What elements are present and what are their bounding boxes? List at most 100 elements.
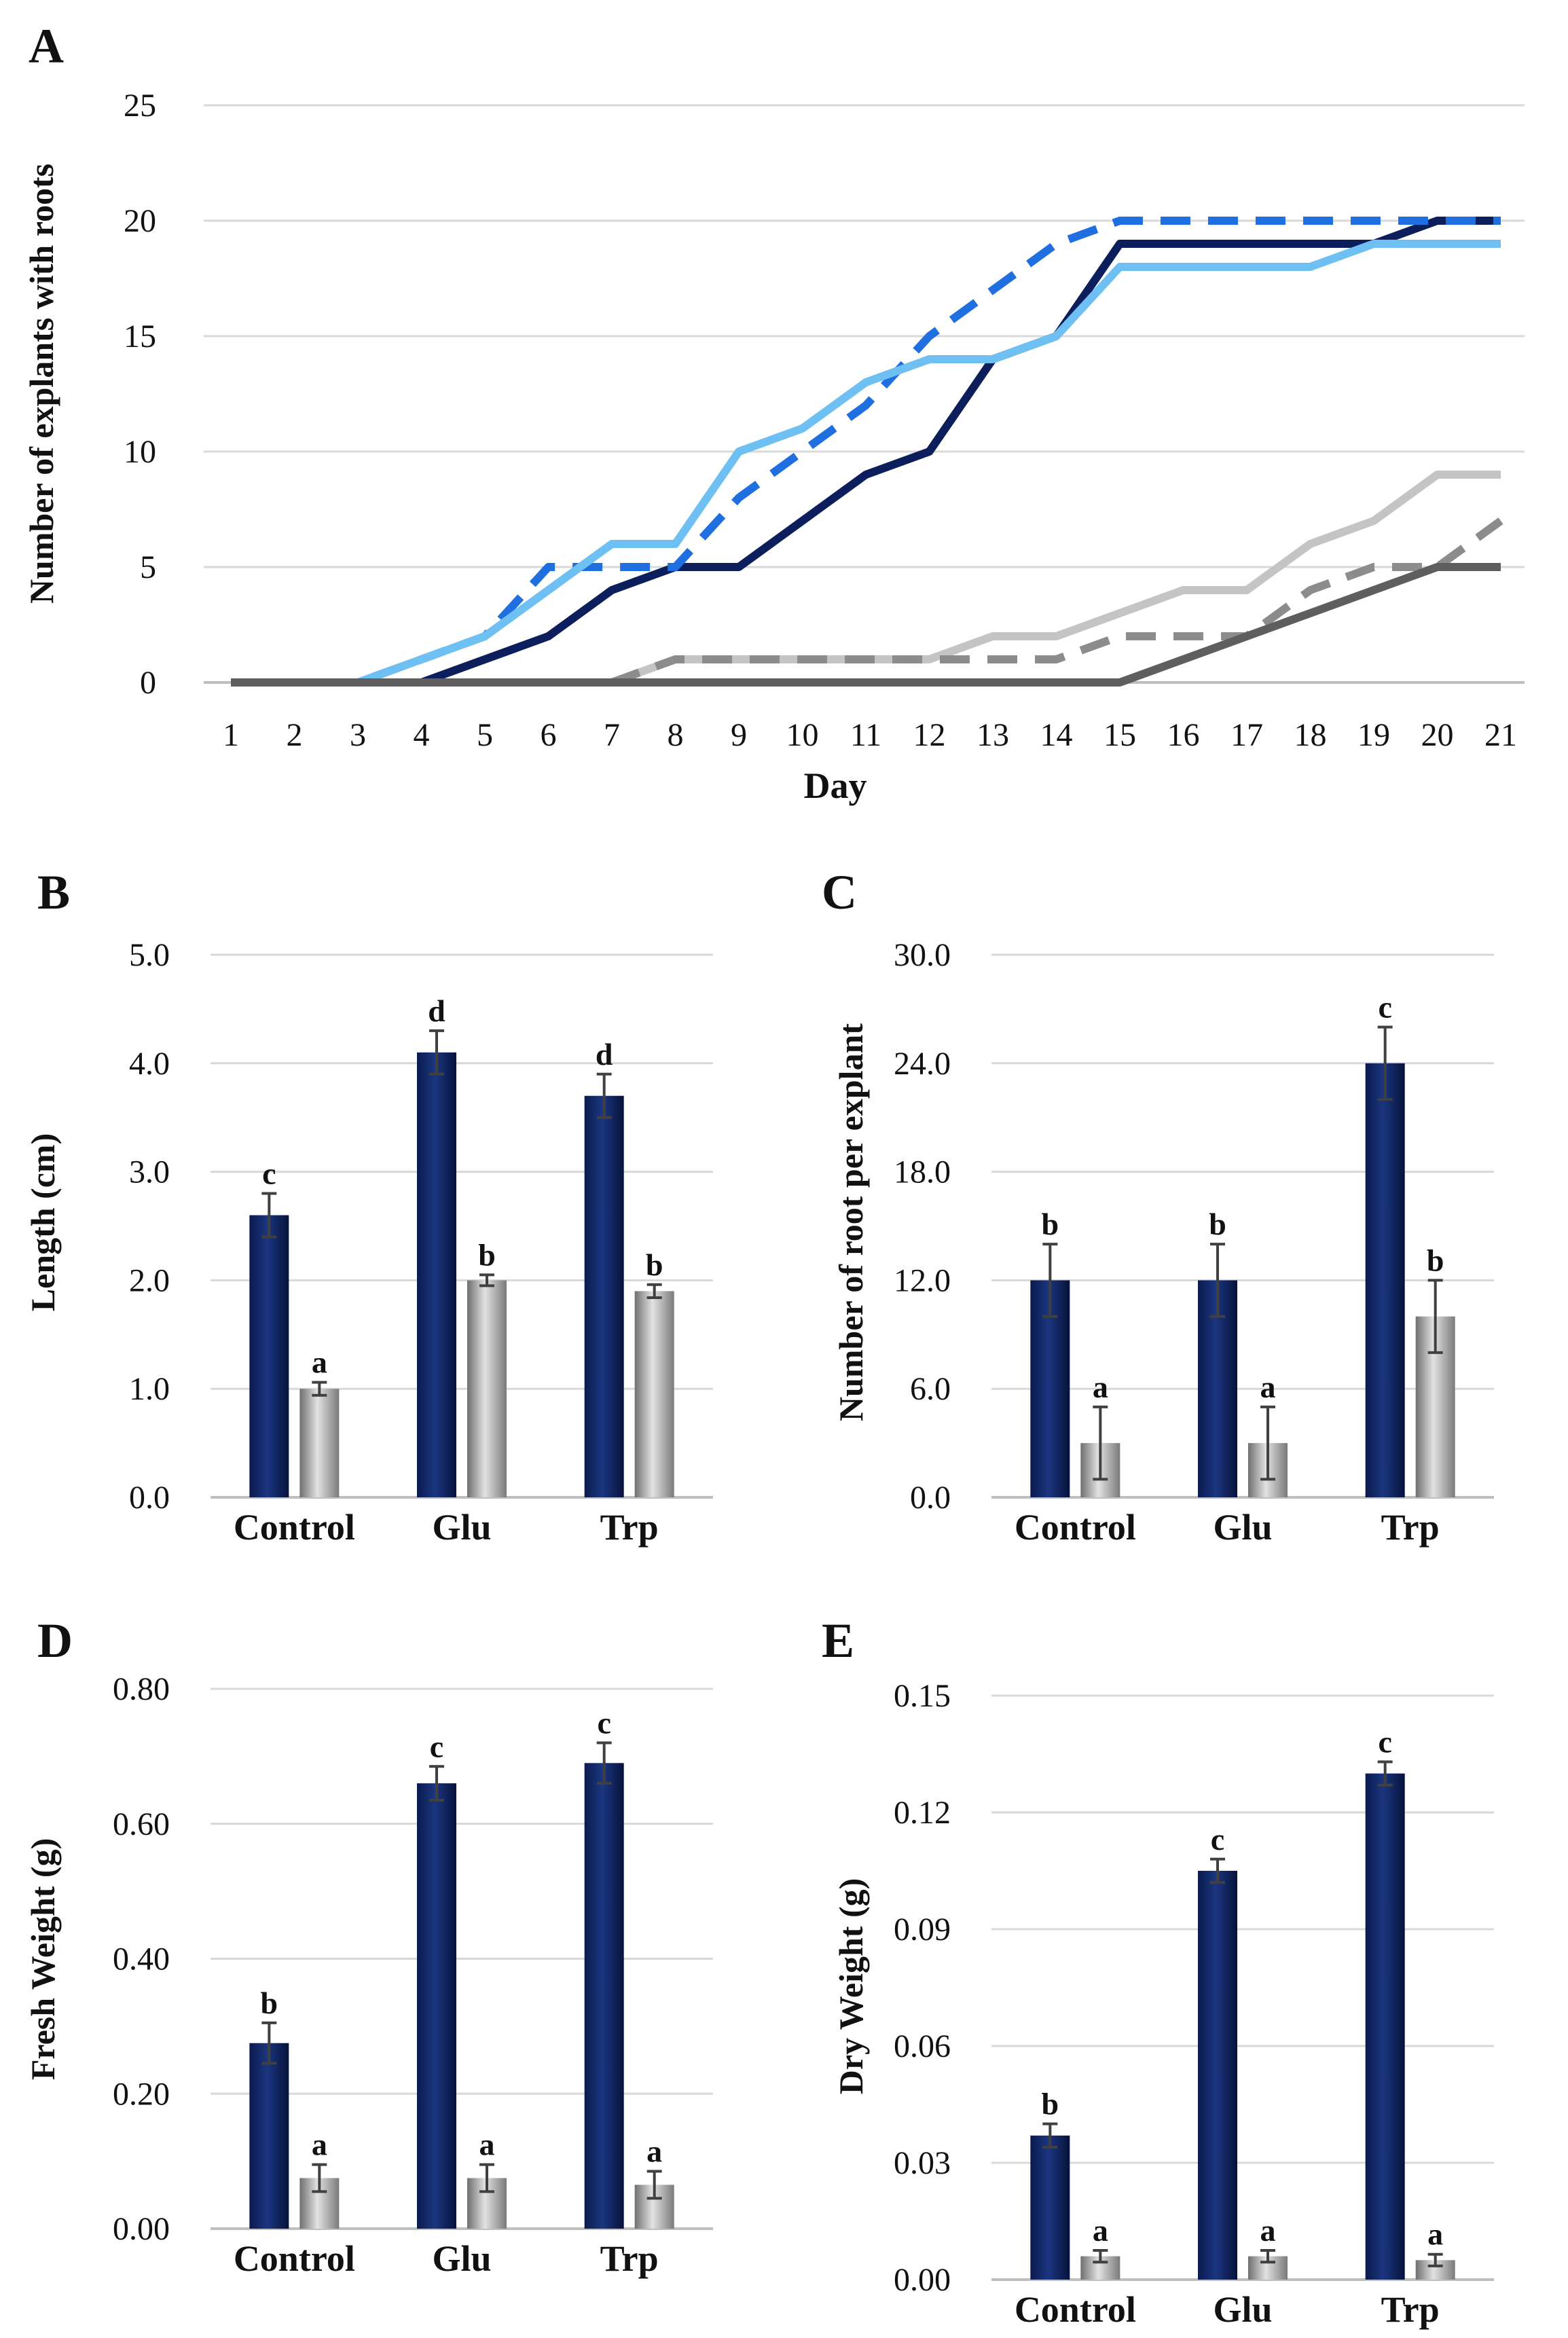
panel-a-x-tick-label: 4 [414, 717, 430, 753]
significance-letter: a [1093, 2213, 1108, 2248]
panel-letter-d: D [37, 1613, 73, 1668]
y-tick-label: 12.0 [894, 1262, 951, 1298]
panel-a-y-tick-label: 5 [140, 549, 156, 585]
category-label: Glu [432, 2238, 491, 2279]
panel-a-x-tick-label: 21 [1484, 717, 1517, 753]
panel-a-y-axis-label: Number of explants with roots [22, 164, 60, 604]
y-axis-label: Fresh Weight (g) [24, 1838, 62, 2080]
y-tick-label: 0.00 [113, 2211, 170, 2247]
bar-grey [299, 1389, 340, 1497]
y-axis-label: Number of root per explant [832, 1023, 870, 1421]
panel-letter-c: C [822, 865, 857, 919]
bar-dark [417, 1783, 456, 2229]
significance-letter: a [1260, 1370, 1276, 1404]
panel-a-y-tick-label: 10 [124, 434, 156, 470]
y-axis-label: Length (cm) [24, 1133, 62, 1311]
significance-letter: a [479, 2127, 495, 2162]
category-label: Glu [1213, 1507, 1272, 1548]
significance-letter: a [1427, 2217, 1443, 2252]
category-label: Trp [600, 2238, 659, 2279]
significance-letter: b [261, 1986, 278, 2020]
significance-letter: c [597, 1706, 610, 1740]
y-tick-label: 0.00 [894, 2262, 951, 2298]
significance-letter: c [1211, 1822, 1224, 1857]
panel-e-bar-chart: 0.00 0.03 0.06 0.09 0.12 0.15 Dry Weight (g) Co… [832, 1678, 1494, 2330]
category-label: Control [234, 2238, 355, 2279]
bar-dark [1030, 2135, 1070, 2280]
y-tick-label: 3.0 [129, 1154, 170, 1190]
panel-a-x-tick-label: 15 [1104, 717, 1136, 753]
panel-letter-b: B [37, 865, 70, 919]
panel-a-x-tick-label: 5 [477, 717, 493, 753]
panel-a-x-tick-label: 7 [604, 717, 620, 753]
y-tick-label: 0.0 [910, 1480, 951, 1516]
category-label: Glu [432, 1507, 491, 1548]
bar-dark [1365, 1063, 1405, 1497]
y-tick-label: 0.03 [894, 2145, 951, 2181]
y-tick-label: 2.0 [129, 1262, 170, 1298]
significance-letter: d [596, 1037, 613, 1072]
significance-letter: b [646, 1247, 663, 1282]
significance-letter: b [1042, 2087, 1059, 2121]
significance-letter: b [478, 1237, 496, 1272]
panel-a-x-tick-label: 13 [977, 717, 1009, 753]
panel-letter-e: E [822, 1613, 854, 1668]
y-tick-label: 5.0 [129, 937, 170, 973]
panel-a-y-tick-label: 15 [124, 318, 156, 354]
panel-a-x-tick-label: 10 [786, 717, 819, 753]
y-tick-label: 0.20 [113, 2076, 170, 2112]
category-label: Trp [600, 1507, 659, 1548]
panel-a-x-tick-label: 20 [1421, 717, 1454, 753]
y-tick-label: 1.0 [129, 1371, 170, 1407]
panel-a-x-axis-label: Day [804, 765, 867, 806]
bar-dark [417, 1052, 456, 1497]
bar-dark [249, 2043, 289, 2229]
y-axis-label: Dry Weight (g) [832, 1878, 870, 2094]
y-tick-label: 0.09 [894, 1912, 951, 1948]
category-label: Trp [1381, 2289, 1440, 2330]
y-tick-label: 0.06 [894, 2028, 951, 2064]
bar-dark [1365, 1773, 1405, 2280]
significance-letter: c [262, 1156, 276, 1191]
panel-a-x-tick-label: 19 [1357, 717, 1390, 753]
y-tick-label: 0.40 [113, 1941, 170, 1977]
bar-dark [1198, 1871, 1237, 2280]
significance-letter: c [1378, 1724, 1391, 1759]
panel-a-x-tick-label: 9 [731, 717, 747, 753]
panel-a-x-tick-label: 12 [913, 717, 946, 753]
panel-a-series-line [231, 563, 1501, 687]
y-tick-label: 0.60 [113, 1806, 170, 1842]
bar-grey [467, 1280, 507, 1497]
category-label: Control [1015, 1507, 1136, 1548]
significance-letter: d [428, 993, 445, 1028]
significance-letter: b [1209, 1207, 1226, 1241]
bar-grey [634, 1291, 674, 1497]
y-tick-label: 4.0 [129, 1046, 170, 1082]
panel-a-x-tick-label: 6 [541, 717, 557, 753]
category-label: Control [1015, 2289, 1136, 2330]
panel-a-x-tick-label: 18 [1294, 717, 1327, 753]
significance-letter: c [1378, 990, 1391, 1025]
panel-a-series-line [231, 471, 1501, 687]
category-label: Control [234, 1507, 355, 1548]
panel-a-x-tick-label: 8 [668, 717, 684, 753]
panel-d-bar-chart: 0.00 0.20 0.40 0.60 0.80 Fresh Weight (g) Cont… [24, 1671, 713, 2279]
panel-a-y-tick-label: 0 [140, 665, 156, 701]
panel-a-series-line [231, 217, 1501, 687]
y-tick-label: 0.15 [894, 1678, 951, 1714]
panel-a-x-tick-label: 2 [287, 717, 303, 753]
panel-a-y-tick-label: 25 [124, 88, 156, 124]
panel-a-x-tick-label: 16 [1167, 717, 1200, 753]
bar-dark [584, 1763, 624, 2229]
panel-a-x-tick-label: 14 [1040, 717, 1073, 753]
significance-letter: a [646, 2134, 662, 2169]
panel-b-bar-chart: 0.0 1.0 2.0 3.0 4.0 5.0 Length (cm) Control c a Gl… [24, 937, 713, 1548]
panel-a-series-line [231, 240, 1501, 687]
panel-a-x-tick-label: 11 [850, 717, 881, 753]
panel-a-x-tick-label: 17 [1230, 717, 1263, 753]
y-tick-label: 30.0 [894, 937, 951, 973]
y-tick-label: 0.80 [113, 1671, 170, 1707]
bar-dark [249, 1215, 289, 1497]
